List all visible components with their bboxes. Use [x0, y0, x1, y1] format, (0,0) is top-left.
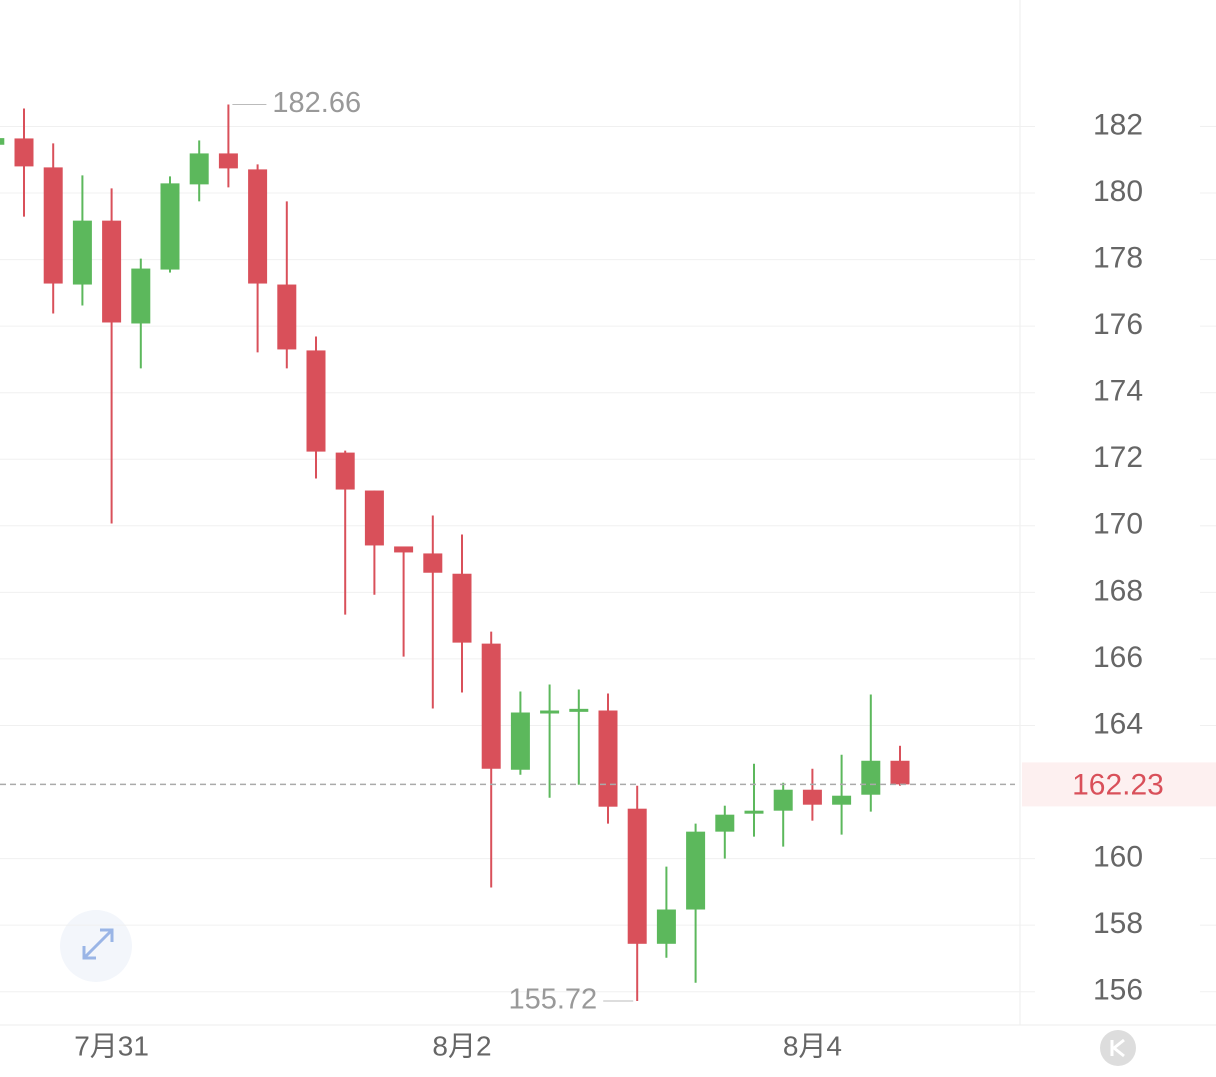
y-tick-label: 178	[1093, 241, 1143, 274]
y-tick-label: 170	[1093, 508, 1143, 541]
y-tick-label: 158	[1093, 907, 1143, 940]
candle-body	[569, 708, 589, 712]
k-button[interactable]	[1100, 1030, 1136, 1066]
candle-body	[715, 814, 735, 832]
candle-body	[248, 169, 268, 284]
candle-body	[744, 810, 764, 814]
candle-body	[452, 573, 472, 643]
last-price-label: 162.23	[1072, 768, 1164, 801]
candle-body	[72, 220, 92, 285]
y-tick-label: 156	[1093, 974, 1143, 1007]
candle-body	[277, 284, 297, 350]
y-tick-label: 160	[1093, 841, 1143, 874]
candle-body	[802, 789, 822, 805]
y-tick-label: 168	[1093, 574, 1143, 607]
y-tick-label: 164	[1093, 707, 1143, 740]
candle-body	[335, 452, 355, 490]
expand-icon	[82, 928, 114, 960]
min-label: 155.72	[508, 984, 597, 1016]
y-tick-label: 174	[1093, 375, 1143, 408]
candle-body	[832, 795, 852, 805]
candle-body	[14, 138, 34, 167]
x-tick-label: 7月31	[74, 1030, 149, 1061]
candle-body	[890, 760, 910, 785]
candle-body	[686, 831, 706, 910]
candle-body	[43, 167, 63, 284]
k-icon	[1110, 1038, 1125, 1058]
candle-body	[861, 760, 881, 795]
candle-body	[423, 553, 443, 573]
expand-button[interactable]	[60, 910, 132, 982]
candle-body	[364, 490, 384, 546]
y-tick-label: 180	[1093, 175, 1143, 208]
candle-body	[627, 808, 647, 944]
candle-body	[189, 153, 209, 185]
y-tick-label: 166	[1093, 641, 1143, 674]
candle-body	[481, 643, 501, 769]
max-label: 182.66	[272, 87, 361, 119]
candle-body	[218, 153, 238, 169]
candle-body	[598, 710, 618, 807]
candle-body	[394, 546, 414, 553]
candle-body	[510, 712, 530, 770]
y-tick-label: 176	[1093, 308, 1143, 341]
x-tick-label: 8月4	[783, 1030, 842, 1061]
candle-body	[131, 268, 151, 324]
candle-body	[540, 710, 560, 714]
y-tick-label: 172	[1093, 441, 1143, 474]
candle-body	[0, 138, 5, 145]
candle-body	[773, 789, 793, 811]
candle-body	[160, 183, 180, 270]
last-price-bg	[1022, 762, 1216, 807]
candle-body	[656, 909, 676, 944]
candle-body	[102, 220, 122, 323]
y-tick-label: 182	[1093, 108, 1143, 141]
x-tick-label: 8月2	[432, 1030, 491, 1061]
k-bg	[1100, 1030, 1136, 1066]
candle-body	[306, 350, 326, 452]
